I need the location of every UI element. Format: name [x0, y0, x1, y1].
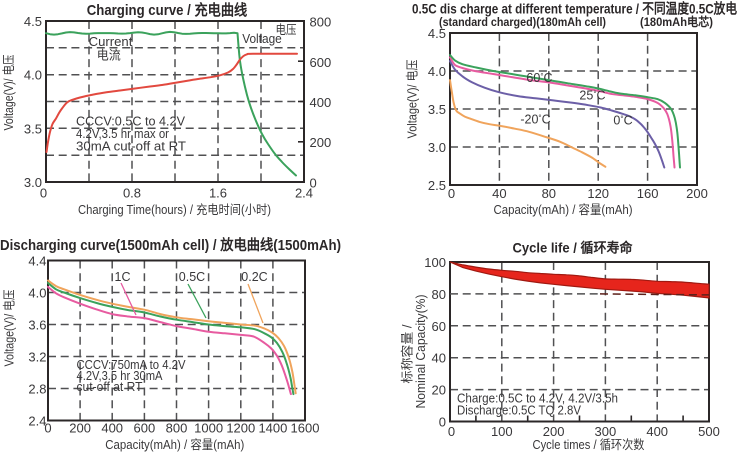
svg-text:CCCV:0.5C to 4.2V: CCCV:0.5C to 4.2V [76, 115, 186, 129]
svg-text:Current: Current [89, 35, 133, 49]
svg-text:2.5: 2.5 [428, 178, 446, 193]
svg-text:3.5: 3.5 [24, 121, 42, 136]
svg-text:(180mAh电芯): (180mAh电芯) [640, 14, 713, 29]
svg-text:3.6: 3.6 [28, 318, 46, 333]
svg-text:400: 400 [101, 421, 123, 436]
svg-text:100: 100 [491, 424, 513, 439]
svg-text:0: 0 [448, 186, 455, 201]
svg-text:400: 400 [646, 424, 668, 439]
svg-text:2.8: 2.8 [28, 382, 46, 397]
svg-text:0: 0 [448, 424, 455, 439]
svg-text:400: 400 [310, 95, 332, 110]
svg-text:0: 0 [40, 186, 47, 201]
svg-text:2.4: 2.4 [28, 414, 46, 429]
svg-text:1C: 1C [115, 270, 131, 284]
svg-text:1400: 1400 [258, 421, 287, 436]
svg-text:1200: 1200 [226, 421, 255, 436]
svg-text:4.2V,3.5 hr 30mA: 4.2V,3.5 hr 30mA [77, 369, 164, 383]
svg-text:Voltage(V)/ 电压: Voltage(V)/ 电压 [406, 60, 420, 139]
svg-text:600: 600 [310, 55, 332, 70]
svg-text:160: 160 [637, 186, 659, 201]
svg-text:Charging Time(hours) / 充电时间(小时: Charging Time(hours) / 充电时间(小时) [78, 202, 271, 217]
svg-text:200: 200 [543, 424, 565, 439]
svg-text:40: 40 [492, 186, 506, 201]
svg-text:Voltage(V)/ 电压: Voltage(V)/ 电压 [3, 290, 17, 367]
svg-text:20: 20 [432, 383, 446, 398]
svg-text:200: 200 [686, 186, 708, 201]
svg-text:电流: 电流 [97, 49, 121, 63]
svg-text:600: 600 [134, 421, 156, 436]
svg-text:Discharging curve(1500mAh cell: Discharging curve(1500mAh cell) / 放电曲线(1… [0, 236, 341, 254]
svg-text:标称容量 /: 标称容量 / [400, 324, 415, 384]
svg-text:30mA cut-off at RT: 30mA cut-off at RT [76, 140, 186, 154]
svg-text:120: 120 [587, 186, 609, 201]
svg-text:Nominal Capacity(%): Nominal Capacity(%) [414, 295, 428, 409]
svg-text:40: 40 [432, 351, 446, 366]
svg-text:CCCV:750mA to 4.2V: CCCV:750mA to 4.2V [77, 358, 187, 372]
svg-text:0.5C dis charge at different t: 0.5C dis charge at different temperature… [412, 1, 737, 17]
svg-text:60: 60 [432, 319, 446, 334]
svg-text:(standard charged)(180mAh cell: (standard charged)(180mAh cell) [439, 15, 606, 29]
svg-text:0: 0 [439, 415, 446, 430]
svg-text:Capacity(mAh) / 容量(mAh): Capacity(mAh) / 容量(mAh) [105, 437, 244, 452]
svg-text:3.5: 3.5 [428, 102, 446, 117]
svg-text:100: 100 [424, 255, 446, 270]
svg-text:4.0: 4.0 [28, 286, 46, 301]
svg-text:电压: 电压 [276, 23, 297, 37]
svg-text:200: 200 [310, 135, 332, 150]
svg-text:-20°C: -20°C [520, 113, 550, 127]
svg-text:4.5: 4.5 [24, 14, 42, 29]
svg-text:0.2C: 0.2C [241, 270, 267, 284]
svg-text:1.6: 1.6 [209, 186, 227, 201]
svg-text:Cycle times / 循环次数: Cycle times / 循环次数 [533, 437, 645, 452]
svg-text:Charge:0.5C to 4.2V, 4.2V/3.5h: Charge:0.5C to 4.2V, 4.2V/3.5h [457, 392, 618, 406]
svg-text:800: 800 [166, 421, 188, 436]
svg-text:4.5: 4.5 [428, 26, 446, 41]
svg-text:Capacity(mAh) / 容量(mAh): Capacity(mAh) / 容量(mAh) [494, 202, 633, 217]
svg-text:Charging curve / 充电曲线: Charging curve / 充电曲线 [87, 1, 248, 19]
svg-text:1600: 1600 [291, 421, 320, 436]
svg-text:Cycle life / 循环寿命: Cycle life / 循环寿命 [513, 240, 633, 256]
svg-text:cut-off at RT: cut-off at RT [77, 380, 143, 394]
svg-text:300: 300 [595, 424, 617, 439]
svg-text:1000: 1000 [194, 421, 223, 436]
svg-text:3.0: 3.0 [24, 175, 42, 190]
svg-text:60°C: 60°C [526, 71, 552, 85]
svg-text:3.0: 3.0 [428, 140, 446, 155]
svg-text:4.4: 4.4 [28, 254, 46, 269]
svg-text:Voltage(V)/ 电压: Voltage(V)/ 电压 [2, 55, 16, 131]
svg-text:Discharge:0.5C TQ 2.8V: Discharge:0.5C TQ 2.8V [457, 404, 582, 418]
svg-text:80: 80 [542, 186, 556, 201]
svg-text:4.2V,3.5 hr max or: 4.2V,3.5 hr max or [76, 127, 169, 141]
svg-text:0.5C: 0.5C [179, 270, 205, 284]
svg-text:0: 0 [44, 421, 51, 436]
svg-text:0°C: 0°C [613, 114, 632, 128]
svg-text:25°C: 25°C [579, 89, 605, 103]
svg-text:Voltage: Voltage [242, 32, 282, 46]
svg-text:200: 200 [69, 421, 91, 436]
svg-text:80: 80 [432, 287, 446, 302]
svg-text:4.0: 4.0 [24, 68, 42, 83]
svg-text:0.8: 0.8 [123, 186, 141, 201]
svg-text:800: 800 [310, 15, 332, 30]
svg-text:3.2: 3.2 [28, 350, 46, 365]
svg-text:2.4: 2.4 [295, 186, 313, 201]
svg-text:500: 500 [698, 424, 720, 439]
svg-text:4.0: 4.0 [428, 64, 446, 79]
svg-text:0: 0 [310, 176, 317, 191]
